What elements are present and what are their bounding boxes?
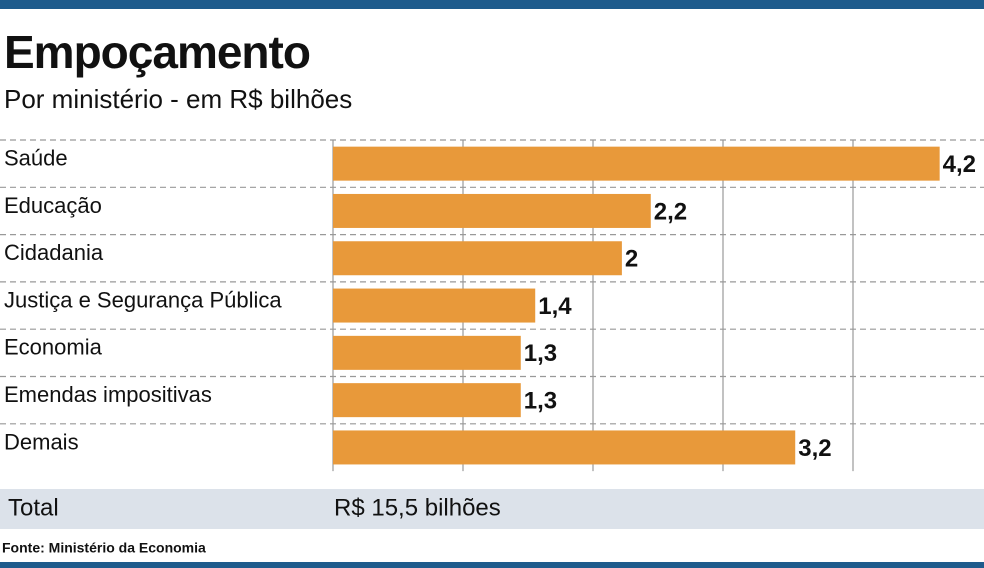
category-label: Saúde: [4, 145, 68, 170]
category-label: Emendas impositivas: [4, 382, 212, 407]
chart-subtitle: Por ministério - em R$ bilhões: [4, 84, 352, 114]
value-label: 2: [625, 246, 638, 273]
category-label: Economia: [4, 335, 103, 360]
value-label: 3,2: [798, 435, 831, 462]
total-value: R$ 15,5 bilhões: [334, 494, 501, 521]
bar: [333, 288, 536, 323]
category-label: Educação: [4, 193, 102, 218]
value-label: 4,2: [943, 151, 976, 178]
bar: [333, 193, 651, 228]
chart-title: Empoçamento: [4, 26, 310, 78]
bar: [333, 335, 521, 370]
bar: [333, 430, 796, 465]
bar: [333, 146, 940, 181]
value-label: 2,2: [654, 198, 687, 225]
category-label: Cidadania: [4, 240, 104, 265]
top-rule: [0, 0, 984, 9]
bar: [333, 383, 521, 418]
category-label: Justiça e Segurança Pública: [4, 287, 282, 312]
value-label: 1,3: [524, 340, 557, 367]
bar: [333, 241, 622, 276]
bottom-rule: [0, 562, 984, 568]
source: Fonte: Ministério da Economia: [2, 540, 206, 556]
total-label: Total: [8, 494, 59, 521]
value-label: 1,4: [538, 293, 572, 320]
total-band: [0, 489, 984, 529]
category-label: Demais: [4, 429, 79, 454]
value-label: 1,3: [524, 387, 557, 414]
